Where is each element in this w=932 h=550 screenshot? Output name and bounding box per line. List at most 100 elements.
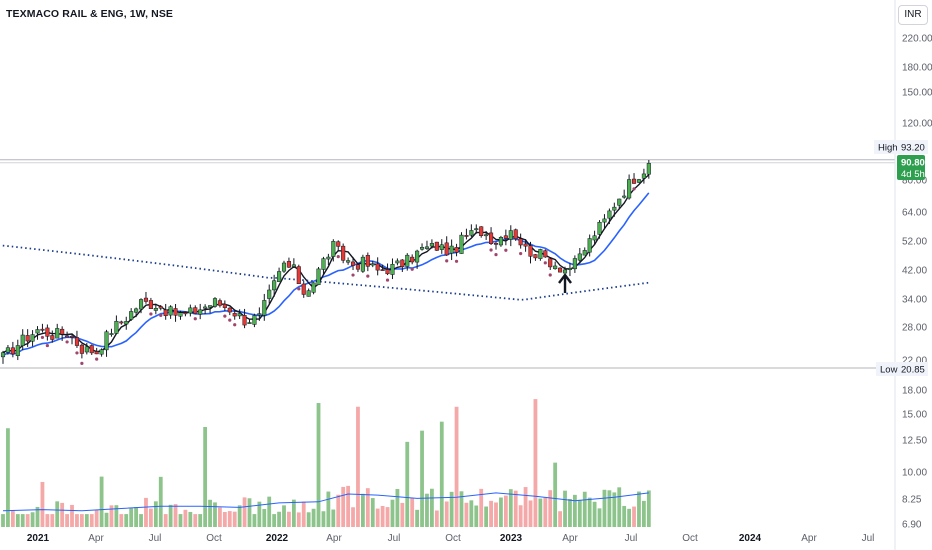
volume-bar bbox=[262, 509, 267, 527]
candle-body bbox=[277, 271, 282, 282]
candle-dot bbox=[45, 343, 49, 348]
volume-bar bbox=[55, 501, 60, 527]
time-axis-label: 2024 bbox=[739, 533, 762, 544]
candle-body bbox=[592, 235, 597, 241]
currency-button[interactable]: INR bbox=[898, 5, 928, 25]
volume-bar bbox=[301, 501, 306, 527]
volume-bar bbox=[503, 495, 508, 527]
volume-bar bbox=[627, 508, 632, 527]
candle-body bbox=[178, 312, 183, 317]
candle-body bbox=[513, 229, 518, 240]
candle-body bbox=[208, 305, 213, 308]
volume-bar bbox=[622, 505, 627, 527]
volume-bar bbox=[528, 500, 533, 527]
low-value-bg bbox=[898, 362, 928, 376]
candle-body bbox=[385, 269, 390, 275]
candle-body bbox=[153, 308, 158, 311]
volume-bar bbox=[351, 507, 355, 527]
price-axis-label: 34.00 bbox=[902, 295, 927, 306]
candle-body bbox=[316, 268, 321, 285]
candle-body bbox=[375, 263, 380, 271]
price-axis-label: 220.00 bbox=[902, 34, 932, 45]
low-tag-bg bbox=[876, 362, 898, 376]
volume-bar bbox=[1, 514, 5, 527]
volume-bar bbox=[203, 426, 208, 527]
candle-body bbox=[429, 243, 434, 247]
ma-slow-line bbox=[0, 244, 649, 301]
volume-bar bbox=[646, 490, 651, 527]
volume-bar bbox=[10, 509, 15, 527]
price-axis-label: 120.00 bbox=[902, 119, 932, 130]
candle-body bbox=[232, 313, 237, 317]
time-axis-label: Oct bbox=[445, 533, 461, 544]
candle-dot bbox=[543, 261, 547, 265]
candle-body bbox=[35, 329, 40, 334]
candle-body bbox=[631, 178, 637, 184]
candle-body bbox=[193, 307, 198, 314]
candle-body bbox=[390, 264, 395, 275]
volume-bar bbox=[242, 497, 247, 527]
volume-bar bbox=[84, 514, 89, 527]
volume-bar bbox=[553, 462, 558, 527]
price-axis-label: 64.00 bbox=[902, 208, 927, 219]
volume-bar bbox=[587, 497, 592, 527]
candle-body bbox=[242, 315, 247, 326]
volume-bar bbox=[592, 501, 597, 527]
candle-body bbox=[183, 312, 188, 315]
volume-bar bbox=[405, 441, 410, 527]
volume-bar bbox=[434, 510, 439, 527]
symbol-title[interactable]: TEXMACO RAIL & ENG, 1W, NSE bbox=[6, 8, 174, 20]
candle-body bbox=[360, 256, 365, 272]
volume-bar bbox=[15, 514, 20, 527]
candle-body bbox=[641, 173, 646, 179]
candle-dot bbox=[445, 259, 449, 263]
candle-body bbox=[331, 241, 336, 257]
time-axis-label: Oct bbox=[206, 533, 222, 544]
candle-body bbox=[518, 238, 523, 246]
volume-bar bbox=[577, 499, 582, 527]
candle-body bbox=[523, 243, 528, 247]
candle-dot bbox=[385, 278, 390, 282]
price-axis-label: 52.00 bbox=[902, 237, 927, 248]
candle-body bbox=[627, 179, 632, 199]
time-axis-label: Jul bbox=[625, 533, 638, 544]
candle-body bbox=[464, 235, 469, 237]
volume-bar bbox=[79, 514, 84, 527]
volume-bar bbox=[365, 488, 370, 527]
candle-body bbox=[612, 206, 617, 211]
candle-body bbox=[489, 232, 494, 244]
volume-bar bbox=[474, 505, 479, 527]
volume-bar bbox=[89, 514, 94, 527]
candle-body bbox=[50, 335, 55, 340]
candle-body bbox=[163, 309, 168, 317]
candle-body bbox=[567, 267, 573, 270]
volume-bar bbox=[139, 514, 143, 527]
volume-bar bbox=[494, 502, 498, 527]
candle-body bbox=[217, 300, 222, 306]
volume-bar bbox=[272, 514, 277, 527]
candle-body bbox=[469, 230, 474, 236]
volume-bar bbox=[70, 504, 74, 527]
candle-body bbox=[227, 307, 232, 313]
candle-body bbox=[212, 298, 218, 307]
price-axis-label: 42.00 bbox=[902, 266, 927, 277]
candle-body bbox=[203, 306, 208, 309]
candle-body bbox=[291, 264, 296, 267]
volume-bar bbox=[597, 508, 602, 527]
candle-body bbox=[350, 261, 356, 266]
candle-body bbox=[587, 238, 592, 253]
volume-bars bbox=[1, 399, 651, 527]
high-tag-bg bbox=[874, 140, 898, 154]
volume-bar bbox=[65, 514, 69, 527]
candle-body bbox=[15, 345, 20, 356]
candle-body bbox=[286, 261, 291, 268]
time-axis-label: Oct bbox=[682, 533, 698, 544]
annotations bbox=[558, 273, 572, 293]
candle-dot bbox=[40, 335, 45, 340]
price-axis-label: 180.00 bbox=[902, 63, 932, 74]
volume-bar bbox=[227, 511, 232, 527]
candle-dot bbox=[159, 313, 163, 317]
volume-bar bbox=[360, 493, 365, 527]
